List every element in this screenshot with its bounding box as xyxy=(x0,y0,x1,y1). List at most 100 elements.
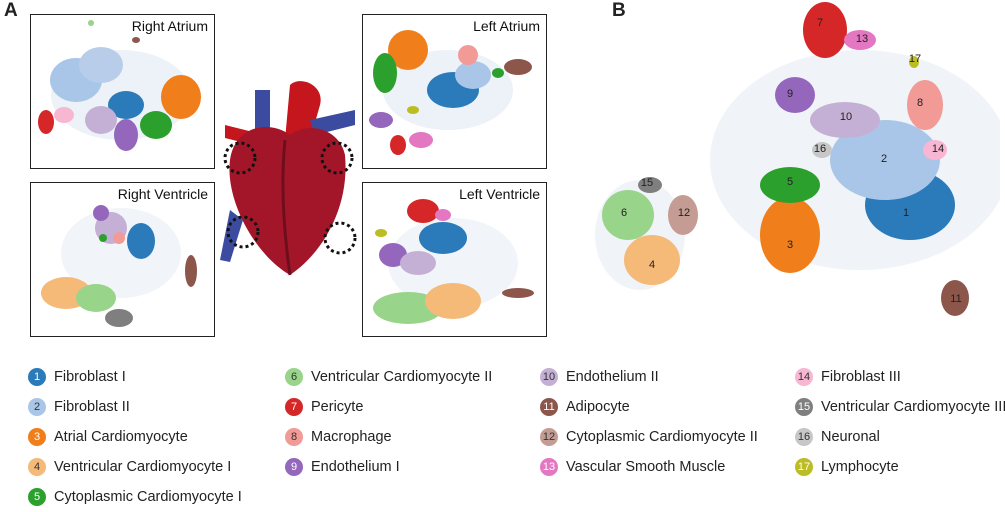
cluster-7-blob xyxy=(803,2,847,58)
svg-text:2: 2 xyxy=(881,153,887,165)
right-ventricle-umap xyxy=(41,205,197,327)
cluster-16-blob xyxy=(812,142,832,158)
legend-label-4: Ventricular Cardiomyocyte I xyxy=(54,459,232,475)
svg-text:1: 1 xyxy=(903,207,909,219)
cluster-17-blob xyxy=(909,56,919,68)
legend-label-11: Adipocyte xyxy=(566,399,630,415)
legend-swatch-7: 7 xyxy=(285,398,303,416)
legend-swatch-1: 1 xyxy=(28,368,46,386)
legend-swatch-14: 14 xyxy=(795,368,813,386)
legend-item-11: 11 Adipocyte xyxy=(540,392,758,422)
legend-item-10: 10 Endothelium II xyxy=(540,362,758,392)
legend-item-17: 17 Lymphocyte xyxy=(795,452,1005,482)
legend-item-2: 2 Fibroblast II xyxy=(28,392,242,422)
svg-text:9: 9 xyxy=(787,88,793,100)
legend-item-9: 9 Endothelium I xyxy=(285,452,492,482)
legend-label-13: Vascular Smooth Muscle xyxy=(566,459,726,475)
legend-column-2: 6 Ventricular Cardiomyocyte II 7 Pericyte 8 M… xyxy=(285,362,492,482)
cluster-11-blob xyxy=(941,280,969,316)
svg-text:3: 3 xyxy=(787,239,793,251)
legend-label-2: Fibroblast II xyxy=(54,399,130,415)
legend-swatch-11: 11 xyxy=(540,398,558,416)
left-atrium-box: Left Atrium xyxy=(362,14,547,169)
svg-text:7: 7 xyxy=(817,17,823,29)
panel-label-a: A xyxy=(4,0,18,21)
legend-swatch-13: 13 xyxy=(540,458,558,476)
svg-text:14: 14 xyxy=(932,143,944,155)
legend-swatch-12: 12 xyxy=(540,428,558,446)
legend-label-3: Atrial Cardiomyocyte xyxy=(54,429,188,445)
left-ventricle-umap xyxy=(373,199,534,324)
legend-swatch-4: 4 xyxy=(28,458,46,476)
cluster-10-blob xyxy=(810,102,880,138)
cluster-13-blob xyxy=(844,30,876,50)
legend-item-14: 14 Fibroblast III xyxy=(795,362,1005,392)
svg-text:11: 11 xyxy=(950,293,961,305)
legend-swatch-2: 2 xyxy=(28,398,46,416)
right-ventricle-title: Right Ventricle xyxy=(117,186,208,202)
legend-swatch-5: 5 xyxy=(28,488,46,506)
legend-column-4: 14 Fibroblast III 15 Ventricular Cardiomyoc… xyxy=(795,362,1005,482)
legend-label-5: Cytoplasmic Cardiomyocyte I xyxy=(54,489,242,505)
cluster-3-blob xyxy=(760,197,820,273)
svg-text:15: 15 xyxy=(641,177,653,189)
legend-label-17: Lymphocyte xyxy=(821,459,899,475)
legend-label-7: Pericyte xyxy=(311,399,364,415)
cluster-6-blob xyxy=(602,190,654,240)
cluster-9-blob xyxy=(775,77,815,113)
right-atrium-title: Right Atrium xyxy=(131,18,208,34)
legend-swatch-15: 15 xyxy=(795,398,813,416)
cluster-2-blob xyxy=(830,120,940,200)
left-ventricle-title: Left Ventricle xyxy=(459,186,540,202)
legend-item-13: 13 Vascular Smooth Muscle xyxy=(540,452,758,482)
legend-label-14: Fibroblast III xyxy=(821,369,901,385)
legend-swatch-17: 17 xyxy=(795,458,813,476)
legend-label-1: Fibroblast I xyxy=(54,369,126,385)
cluster-15-blob xyxy=(638,177,662,193)
svg-text:8: 8 xyxy=(917,97,923,109)
legend-item-6: 6 Ventricular Cardiomyocyte II xyxy=(285,362,492,392)
legend-swatch-6: 6 xyxy=(285,368,303,386)
cluster-14-blob xyxy=(923,140,947,160)
legend-swatch-3: 3 xyxy=(28,428,46,446)
left-atrium-title: Left Atrium xyxy=(473,18,540,34)
legend-label-8: Macrophage xyxy=(311,429,392,445)
legend-label-12: Cytoplasmic Cardiomyocyte II xyxy=(566,429,758,445)
svg-text:16: 16 xyxy=(814,143,826,155)
right-atrium-umap xyxy=(38,20,201,151)
svg-text:12: 12 xyxy=(678,207,690,219)
left-ventricle-box: Left Ventricle xyxy=(362,182,547,337)
right-ventricle-box: Right Ventricle xyxy=(30,182,215,337)
svg-text:10: 10 xyxy=(840,111,852,123)
legend-swatch-9: 9 xyxy=(285,458,303,476)
svg-text:4: 4 xyxy=(649,259,655,271)
legend-label-15: Ventricular Cardiomyocyte III xyxy=(821,399,1005,415)
svg-text:13: 13 xyxy=(856,33,868,45)
legend-item-12: 12 Cytoplasmic Cardiomyocyte II xyxy=(540,422,758,452)
legend-swatch-8: 8 xyxy=(285,428,303,446)
cluster-8-blob xyxy=(907,80,943,130)
legend-item-1: 1 Fibroblast I xyxy=(28,362,242,392)
combined-umap: 1 2 3 4 5 6 7 8 9 10 11 12 13 14 15 16 1… xyxy=(595,2,1000,316)
legend-label-9: Endothelium I xyxy=(311,459,400,475)
legend-item-16: 16 Neuronal xyxy=(795,422,1005,452)
cluster-5-blob xyxy=(760,167,820,203)
legend-item-3: 3 Atrial Cardiomyocyte xyxy=(28,422,242,452)
legend-swatch-10: 10 xyxy=(540,368,558,386)
legend-column-3: 10 Endothelium II 11 Adipocyte 12 Cytoplasmic… xyxy=(540,362,758,482)
legend-item-8: 8 Macrophage xyxy=(285,422,492,452)
svg-text:6: 6 xyxy=(621,207,627,219)
right-atrium-box: Right Atrium xyxy=(30,14,215,169)
legend-item-15: 15 Ventricular Cardiomyocyte III xyxy=(795,392,1005,422)
legend-label-16: Neuronal xyxy=(821,429,880,445)
svg-text:17: 17 xyxy=(909,53,921,65)
legend-swatch-16: 16 xyxy=(795,428,813,446)
cluster-12-blob xyxy=(668,195,698,235)
legend-column-1: 1 Fibroblast I 2 Fibroblast II 3 Atrial Cardi… xyxy=(28,362,242,512)
heart-illustration xyxy=(220,81,357,276)
svg-text:5: 5 xyxy=(787,176,793,188)
legend-item-5: 5 Cytoplasmic Cardiomyocyte I xyxy=(28,482,242,512)
legend-label-6: Ventricular Cardiomyocyte II xyxy=(311,369,493,385)
legend-item-7: 7 Pericyte xyxy=(285,392,492,422)
legend-item-4: 4 Ventricular Cardiomyocyte I xyxy=(28,452,242,482)
